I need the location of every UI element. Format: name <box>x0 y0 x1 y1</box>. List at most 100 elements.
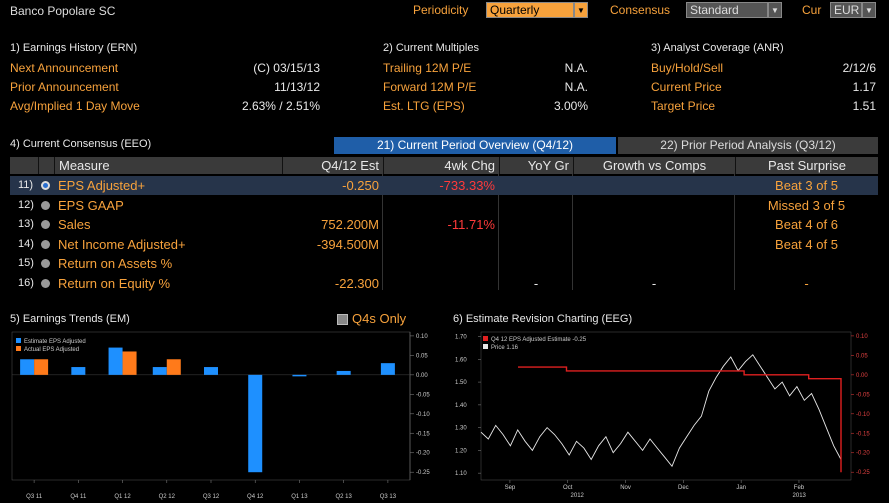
comps-value <box>573 215 735 234</box>
estimate-bar <box>71 367 86 375</box>
estimate-value <box>282 254 379 273</box>
table-row[interactable]: 14) Net Income Adjusted+ -394.500M Beat 4 o… <box>10 235 878 254</box>
col-growth-vs-comps[interactable]: Growth vs Comps <box>573 157 735 174</box>
measure-name[interactable]: EPS Adjusted+ <box>58 178 146 193</box>
target-price-label: Target Price <box>651 99 716 113</box>
estimate-bar <box>204 367 218 375</box>
row-radio-icon[interactable] <box>41 200 50 210</box>
surprise-value: Beat 4 of 6 <box>775 217 838 232</box>
periodicity-select[interactable]: Quarterly <box>486 2 574 18</box>
tab-current-period[interactable]: 21) Current Period Overview (Q4/12) <box>334 137 616 154</box>
measure-name[interactable]: Net Income Adjusted+ <box>58 236 186 252</box>
current-consensus-title[interactable]: 4) Current Consensus (EEO) <box>10 138 152 150</box>
actual-bar <box>122 351 137 375</box>
estimate-line <box>518 366 842 473</box>
measure-name[interactable]: EPS GAAP <box>58 197 124 213</box>
table-row[interactable]: 16) Return on Equity % -22.300 - - - <box>10 274 878 293</box>
earnings-history-title[interactable]: 1) Earnings History (ERN) <box>10 42 138 54</box>
estimate-revision-title[interactable]: 6) Estimate Revision Charting (EEG) <box>453 313 633 325</box>
analyst-coverage-title[interactable]: 3) Analyst Coverage (ANR) <box>651 42 784 54</box>
change-value <box>383 235 495 254</box>
row-number: 14) <box>18 237 34 250</box>
current-multiples-title[interactable]: 2) Current Multiples <box>383 42 479 54</box>
y-tick-label: 0.00 <box>416 373 428 379</box>
row-radio-icon[interactable] <box>41 239 50 249</box>
comps-value <box>573 196 735 215</box>
prior-announcement-label: Prior Announcement <box>10 80 119 94</box>
col-past-surprise[interactable]: Past Surprise <box>735 157 878 174</box>
x-year-label: 2012 <box>571 493 585 499</box>
legend-swatch-price <box>483 344 488 349</box>
row-number: 16) <box>18 276 34 289</box>
table-row[interactable]: 15) Return on Assets % <box>10 254 878 273</box>
surprise-value: Beat 4 of 5 <box>775 236 838 252</box>
col-yoy-gr[interactable]: YoY Gr <box>499 157 573 174</box>
row-radio-icon[interactable] <box>41 259 50 268</box>
estimate-revision-chart: 1.70 1.60 1.50 1.40 1.30 1.20 1.10 0.10 0.05 0.00… <box>455 331 870 499</box>
y-tick-label: -0.20 <box>416 451 430 457</box>
q4s-only-label[interactable]: Q4s Only <box>352 311 407 326</box>
x-tick-label: Q3 11 <box>26 494 43 500</box>
row-number: 12) <box>18 198 34 211</box>
comps-value: - <box>651 275 657 291</box>
trailing-pe-label: Trailing 12M P/E <box>383 61 472 75</box>
col-divider <box>498 174 499 290</box>
plot-area <box>480 331 852 481</box>
change-value <box>383 274 495 293</box>
measure-name[interactable]: Return on Equity % <box>58 275 171 291</box>
y-right-tick-label: 0.00 <box>856 373 868 379</box>
current-price-value: 1.17 <box>852 80 876 94</box>
estimate-value: 752.200M <box>321 217 379 232</box>
y-left-tick-label: 1.30 <box>455 426 467 432</box>
currency-dropdown-icon[interactable]: ▼ <box>862 2 876 18</box>
x-tick-label: Q2 12 <box>159 494 176 500</box>
currency-label: Cur <box>802 3 822 17</box>
earnings-trends-chart: 0.10 0.05 0.00 -0.05 -0.10 -0.15 -0.20 -0.25 Q3 … <box>11 331 430 500</box>
next-announcement-value: (C) 03/15/13 <box>253 61 320 75</box>
security-name: Banco Popolare SC <box>10 4 116 18</box>
q4s-only-checkbox[interactable] <box>337 314 348 325</box>
next-announcement-label: Next Announcement <box>10 61 119 75</box>
measure-name[interactable]: Return on Assets % <box>58 256 173 271</box>
col-spacer-2 <box>38 157 54 174</box>
yoy-value <box>499 254 573 273</box>
est-ltg-value: 3.00% <box>553 99 588 113</box>
estimate-bar <box>152 367 167 375</box>
col-spacer <box>10 157 38 174</box>
consensus-table-header: Measure Q4/12 Est 4wk Chg YoY Gr Growth … <box>10 157 878 174</box>
yoy-value <box>499 215 573 234</box>
y-left-tick-label: 1.60 <box>455 357 467 363</box>
comps-value <box>573 176 735 195</box>
table-row[interactable]: 13) Sales 752.200M -11.71% Beat 4 of 6 <box>10 215 878 234</box>
y-right-tick-label: -0.25 <box>856 470 870 476</box>
tab-prior-period[interactable]: 22) Prior Period Analysis (Q3/12) <box>618 137 878 154</box>
table-row[interactable]: 11) EPS Adjusted+ -0.250 -733.33% Beat 3 of … <box>10 176 878 195</box>
earnings-trends-title[interactable]: 5) Earnings Trends (EM) <box>10 313 130 325</box>
yoy-value <box>499 196 573 215</box>
target-price-value: 1.51 <box>852 99 876 113</box>
consensus-select[interactable]: Standard <box>686 2 768 18</box>
row-radio-icon[interactable] <box>41 220 50 229</box>
x-tick-label: Q1 13 <box>291 494 308 500</box>
periodicity-dropdown-icon[interactable]: ▼ <box>574 2 588 18</box>
y-tick-label: 0.10 <box>416 334 428 340</box>
y-tick-label: 0.05 <box>416 353 428 359</box>
col-4wk-chg[interactable]: 4wk Chg <box>383 157 499 174</box>
buy-hold-sell-label: Buy/Hold/Sell <box>651 61 724 75</box>
x-tick-label: Dec <box>678 485 689 491</box>
table-row[interactable]: 12) EPS GAAP Missed 3 of 5 <box>10 196 878 215</box>
col-measure[interactable]: Measure <box>54 157 282 174</box>
col-estimate[interactable]: Q4/12 Est <box>282 157 383 174</box>
col-divider <box>382 174 383 290</box>
row-radio-icon[interactable] <box>41 181 50 190</box>
prior-announcement-value: 11/13/12 <box>274 80 320 94</box>
currency-select[interactable]: EUR <box>830 2 862 18</box>
estimate-value: -0.250 <box>342 178 379 193</box>
measure-name[interactable]: Sales <box>58 217 91 232</box>
y-left-tick-label: 1.40 <box>455 403 467 409</box>
consensus-dropdown-icon[interactable]: ▼ <box>768 2 782 18</box>
legend-label-price: Price 1.16 <box>491 345 519 351</box>
row-radio-icon[interactable] <box>41 278 50 288</box>
y-tick-label: -0.05 <box>416 392 430 398</box>
x-tick-label: Q1 12 <box>114 494 131 500</box>
